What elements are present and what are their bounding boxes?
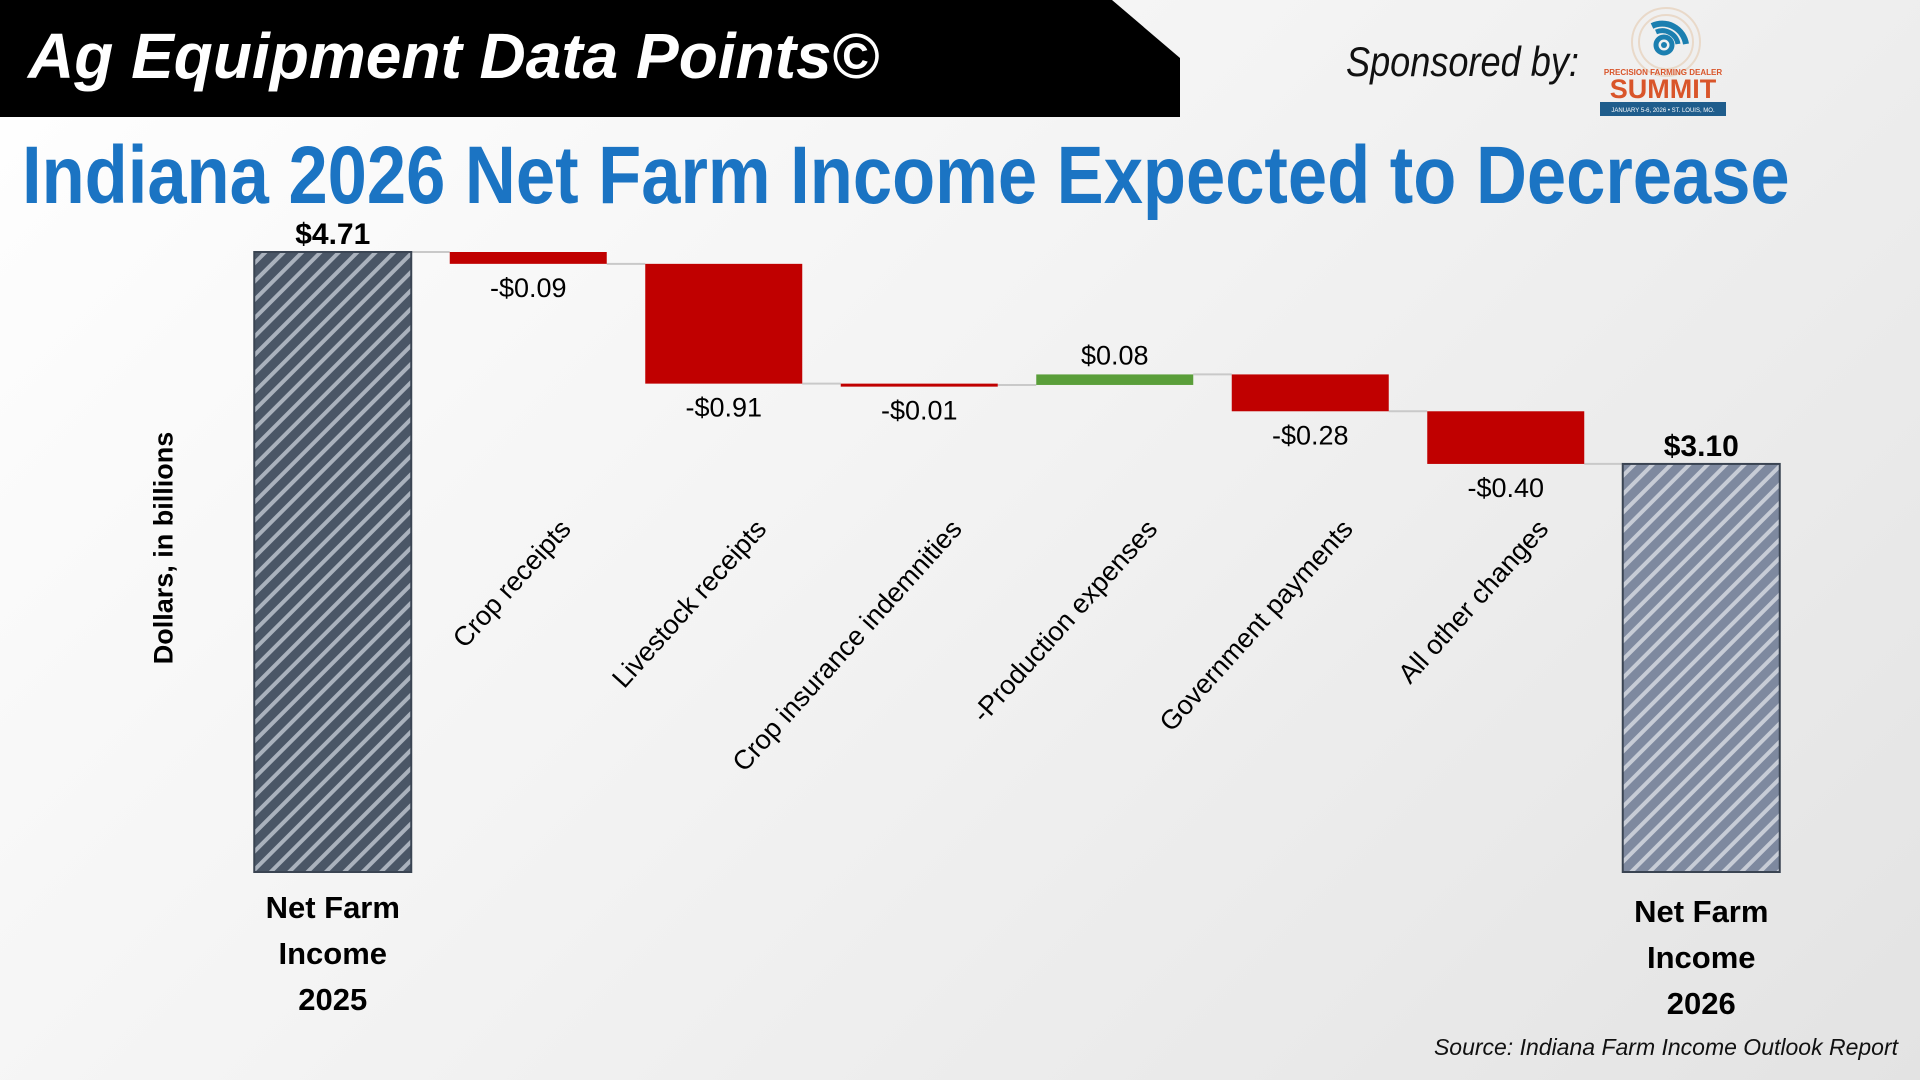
data-label: $4.71 xyxy=(295,218,370,251)
data-label: $3.10 xyxy=(1664,430,1739,463)
svg-text:JANUARY 5-6, 2026 • ST. LOUIS,: JANUARY 5-6, 2026 • ST. LOUIS, MO. xyxy=(1611,108,1715,114)
decrease-bar xyxy=(1427,411,1585,464)
data-label: $0.08 xyxy=(1081,340,1149,370)
category-label: Income xyxy=(278,936,387,971)
title-banner xyxy=(0,0,1180,117)
data-label: -$0.40 xyxy=(1467,473,1544,503)
category-label: -Production expenses xyxy=(966,514,1163,728)
category-label: 2025 xyxy=(298,982,367,1017)
category-label: 2026 xyxy=(1667,986,1736,1021)
total-bar xyxy=(253,251,413,873)
category-label: All other changes xyxy=(1392,514,1554,689)
svg-text:SUMMIT: SUMMIT xyxy=(1610,74,1717,104)
data-label: -$0.09 xyxy=(490,273,567,303)
source-note: Source: Indiana Farm Income Outlook Repo… xyxy=(1433,1034,1898,1060)
page-headline: Indiana 2026 Net Farm Income Expected to… xyxy=(22,130,1790,221)
category-label: Net Farm xyxy=(266,890,400,925)
sponsor-label: Sponsored by: xyxy=(1346,38,1579,85)
category-label: Income xyxy=(1647,940,1756,975)
data-label: -$0.91 xyxy=(685,393,762,423)
banner-title: Ag Equipment Data Points© xyxy=(28,20,879,92)
increase-bar xyxy=(1036,374,1194,385)
decrease-bar xyxy=(449,252,607,264)
total-bar xyxy=(1621,462,1781,873)
data-label: -$0.28 xyxy=(1272,420,1349,450)
decrease-bar xyxy=(840,383,998,387)
decrease-bar xyxy=(645,263,803,384)
category-label: Livestock receipts xyxy=(606,514,772,694)
signal-icon xyxy=(1631,7,1701,77)
data-label: -$0.01 xyxy=(881,396,958,426)
summit-logo: PRECISION FARMING DEALER SUMMIT JANUARY … xyxy=(1600,7,1726,116)
category-label: Net Farm xyxy=(1634,894,1768,929)
category-label: Crop insurance indemnities xyxy=(726,514,967,777)
category-label: Crop receipts xyxy=(447,514,577,653)
svg-text:PRECISION FARMING DEALER: PRECISION FARMING DEALER xyxy=(1604,68,1722,77)
decrease-bar xyxy=(1231,374,1389,412)
category-label: Government payments xyxy=(1154,514,1359,737)
